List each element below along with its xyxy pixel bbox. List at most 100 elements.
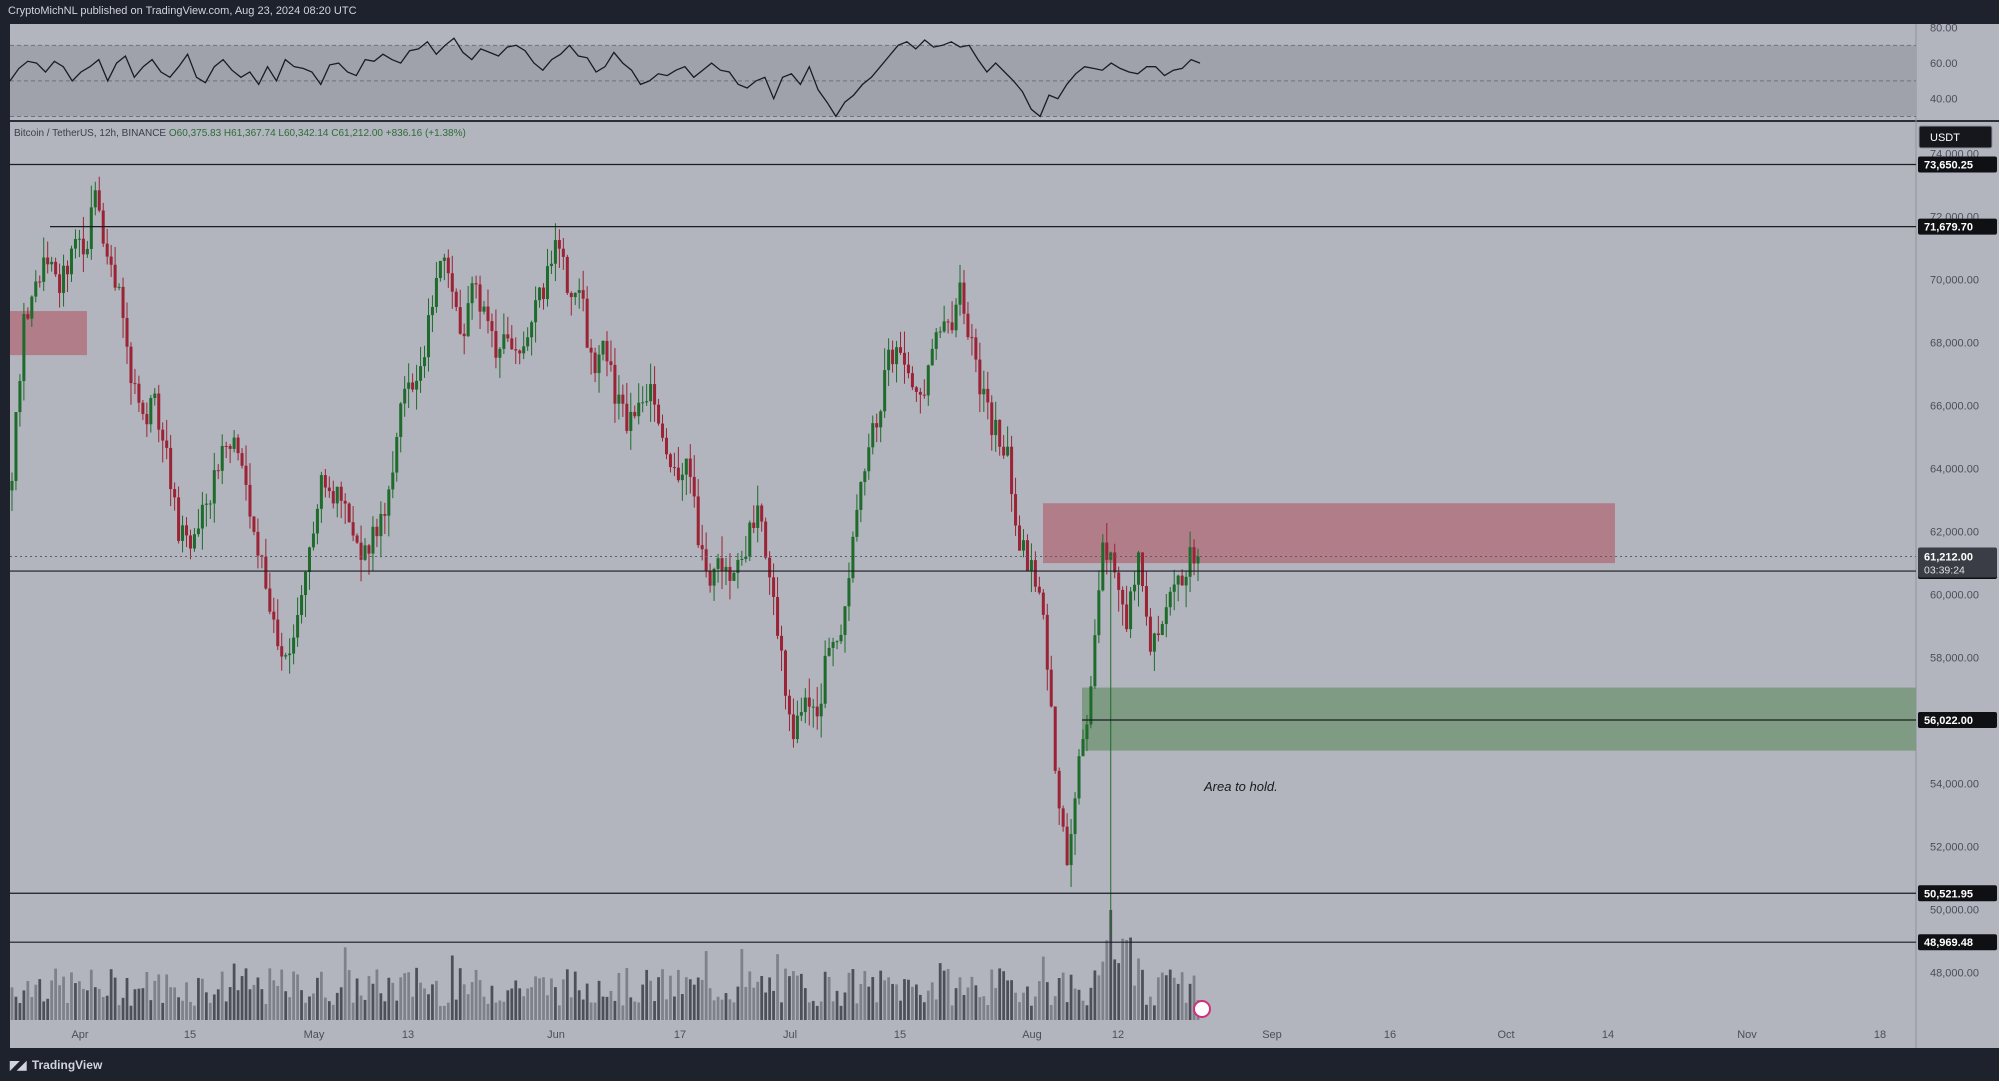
volume-bar-10: [50, 980, 54, 1020]
volume-bar-262: [1049, 1004, 1053, 1020]
volume-bar-280: [1121, 938, 1125, 1020]
volume-bar-167: [673, 996, 676, 1020]
candle-body-110: [446, 257, 450, 274]
candle-body-88: [359, 542, 363, 560]
volume-bar-158: [637, 1002, 641, 1020]
candle-body-101: [411, 382, 415, 390]
level-label-text-5: 48,969.48: [1924, 937, 1973, 949]
candle-body-146: [589, 347, 593, 353]
candle-body-128: [518, 350, 522, 354]
volume-bar-250: [1002, 971, 1006, 1020]
volume-bar-248: [994, 987, 998, 1020]
tradingview-logo-icon: ◤◢: [10, 1058, 27, 1072]
volume-bar-8: [42, 1001, 46, 1020]
candle-body-14: [66, 265, 70, 275]
last-price-countdown: 03:39:24: [1924, 564, 1965, 576]
candle-body-82: [335, 486, 339, 504]
volume-bar-249: [998, 968, 1002, 1020]
candle-body-184: [740, 558, 744, 560]
tradingview-logo[interactable]: ◤◢ TradingView: [10, 1058, 102, 1072]
candle-body-132: [534, 300, 538, 323]
rsi-tick-2: 40.00: [1930, 94, 1958, 106]
volume-bar-94: [383, 1001, 387, 1020]
volume-bar-79: [323, 997, 327, 1020]
volume-bar-2: [18, 1003, 22, 1020]
candle-body-148: [597, 354, 601, 374]
level-label-bg-3: [1918, 711, 1997, 728]
candle-body-4: [26, 314, 30, 319]
candle-body-72: [296, 615, 300, 638]
candle-body-80: [327, 487, 331, 492]
candle-body-252: [1010, 446, 1014, 495]
pair-label: Bitcoin / TetherUS, 12h, BINANCE: [14, 128, 167, 139]
candle-body-73: [300, 595, 304, 616]
candle-body-261: [1045, 614, 1049, 670]
volume-bar-53: [220, 971, 224, 1020]
candle-body-141: [569, 292, 573, 298]
candle-body-222: [891, 349, 895, 365]
candle-body-283: [1133, 584, 1137, 592]
candle-body-119: [482, 306, 486, 312]
candle-body-31: [133, 383, 137, 385]
candle-body-12: [58, 274, 62, 293]
volume-bar-242: [970, 976, 974, 1020]
candle-body-186: [748, 522, 752, 557]
candle-body-11: [54, 261, 58, 275]
candle-body-105: [426, 315, 430, 358]
volume-bar-46: [193, 1005, 196, 1020]
volume-bar-189: [760, 976, 764, 1020]
candle-body-290: [1160, 624, 1164, 636]
volume-bar-69: [284, 991, 288, 1020]
volume-bar-184: [740, 949, 744, 1020]
candle-body-253: [1014, 494, 1018, 526]
candle-body-16: [73, 239, 77, 249]
volume-bar-117: [474, 969, 478, 1020]
volume-bar-287: [1149, 996, 1152, 1020]
volume-bar-275: [1101, 961, 1105, 1020]
volume-bar-15: [70, 972, 73, 1020]
candle-body-247: [990, 402, 994, 436]
level-label-bg-5: [1918, 934, 1997, 951]
volume-bar-216: [867, 986, 871, 1020]
candle-body-75: [307, 547, 311, 572]
candle-body-124: [502, 334, 506, 349]
volume-bar-100: [407, 972, 411, 1020]
candle-body-238: [954, 304, 958, 331]
volume-bar-289: [1156, 977, 1160, 1020]
candle-body-7: [38, 281, 42, 283]
volume-bar-279: [1117, 963, 1121, 1020]
volume-bar-16: [74, 983, 77, 1020]
time-tick-2: May: [304, 1029, 325, 1041]
candle-body-295: [1180, 575, 1184, 586]
candle-body-217: [871, 423, 875, 448]
candle-body-153: [617, 394, 621, 404]
candle-body-212: [851, 536, 855, 579]
candle-body-17: [77, 238, 81, 240]
published-line: CryptoMichNL published on TradingView.co…: [8, 5, 357, 17]
volume-bar-73: [300, 990, 303, 1020]
volume-bar-103: [419, 982, 422, 1020]
volume-bar-5: [30, 997, 34, 1020]
volume-bar-297: [1188, 983, 1192, 1020]
top-bar: CryptoMichNL published on TradingView.co…: [0, 0, 1999, 24]
candle-body-208: [835, 641, 839, 643]
volume-bar-144: [581, 999, 585, 1020]
candle-body-115: [466, 303, 470, 337]
volume-bar-235: [942, 970, 946, 1020]
candle-body-204: [819, 703, 823, 717]
volume-bar-41: [173, 987, 176, 1020]
volume-bar-224: [899, 1000, 902, 1020]
volume-bar-95: [387, 977, 391, 1020]
volume-bar-227: [911, 986, 914, 1020]
candle-body-173: [696, 496, 700, 546]
candle-body-1: [14, 412, 18, 481]
candle-body-189: [760, 505, 764, 522]
level-label-text-4: 50,521.95: [1924, 888, 1973, 900]
volume-bar-259: [1037, 981, 1041, 1020]
volume-bar-202: [811, 1000, 815, 1020]
candle-body-76: [311, 533, 315, 548]
candle-body-174: [700, 545, 704, 550]
candle-body-275: [1101, 542, 1105, 591]
volume-bar-61: [252, 984, 256, 1020]
